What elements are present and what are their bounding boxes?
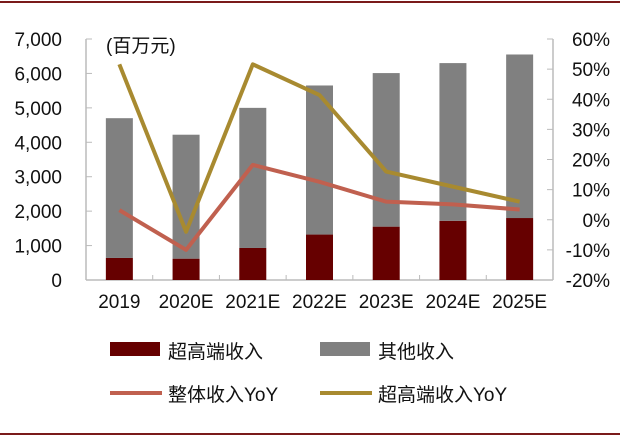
x-tick-label: 2024E — [425, 292, 480, 313]
bar-other — [306, 85, 333, 235]
bar-premium — [506, 218, 534, 280]
right-tick-label: 0% — [583, 211, 611, 232]
left-tick-label: 2,000 — [14, 202, 62, 223]
bar-premium — [239, 247, 267, 280]
bar-premium — [172, 258, 200, 280]
x-tick-label: 2019 — [98, 292, 140, 313]
left-tick-label: 1,000 — [14, 237, 62, 258]
legend-label: 超高端收入YoY — [378, 384, 507, 406]
bar-premium — [439, 220, 467, 280]
bar-premium — [105, 257, 133, 280]
x-tick-label: 2021E — [225, 292, 280, 313]
left-tick-label: 5,000 — [14, 99, 62, 120]
right-tick-label: 50% — [572, 60, 610, 81]
right-tick-label: -20% — [566, 271, 610, 292]
x-tick-label: 2023E — [359, 292, 414, 313]
top-border — [0, 1, 620, 3]
right-tick-label: -10% — [566, 241, 610, 262]
line-total-yoy — [118, 162, 520, 252]
right-tick-label: 10% — [572, 181, 610, 202]
x-tick-label: 2022E — [292, 292, 347, 313]
x-tick-label: 2020E — [159, 292, 214, 313]
line-premium-yoy — [117, 62, 521, 234]
bar-premium — [372, 226, 400, 280]
legend-label: 其他收入 — [378, 341, 454, 363]
left-tick-label: 4,000 — [14, 133, 62, 154]
unit-label: (百万元) — [106, 36, 176, 57]
legend-label: 整体收入YoY — [168, 384, 278, 406]
right-tick-label: 60% — [572, 30, 610, 51]
bar-other — [439, 63, 467, 221]
right-tick-label: 40% — [572, 90, 610, 111]
right-tick-label: 30% — [572, 120, 610, 141]
bar-other — [506, 54, 534, 219]
left-tick-label: 7,000 — [14, 30, 62, 51]
right-tick-label: 20% — [572, 151, 610, 172]
legend-swatch — [110, 342, 160, 356]
legend-swatch — [320, 342, 370, 356]
left-tick-label: 3,000 — [14, 168, 62, 189]
left-tick-label: 0 — [51, 271, 62, 292]
bar-other — [105, 118, 133, 258]
legend-label: 超高端收入 — [168, 341, 263, 363]
bar-premium — [306, 234, 333, 280]
bottom-border — [0, 433, 620, 435]
x-tick-label: 2025E — [492, 292, 547, 313]
left-tick-label: 6,000 — [14, 64, 62, 85]
